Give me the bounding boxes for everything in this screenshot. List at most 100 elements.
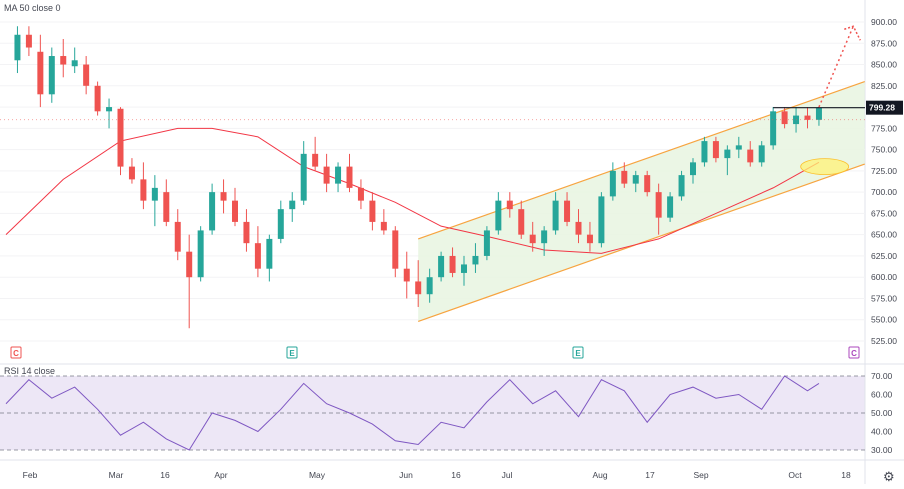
candle-body [449,255,456,273]
candle-body [14,34,21,61]
candle[interactable] [117,107,124,176]
candle[interactable] [701,136,708,167]
candle[interactable] [403,251,410,299]
candle[interactable] [438,251,445,282]
main-indicator-label[interactable]: MA 50 close 0 [4,3,61,13]
candle-body [598,196,605,244]
candle[interactable] [564,192,571,227]
candle[interactable] [586,221,593,252]
candle[interactable] [690,158,696,184]
rsi-indicator-label[interactable]: RSI 14 close [4,366,55,376]
candle[interactable] [83,56,90,95]
candle[interactable] [254,226,261,278]
candle[interactable] [289,192,296,222]
candle[interactable] [667,192,674,222]
earnings-marker[interactable]: E [572,346,584,359]
candle[interactable] [380,209,387,235]
candle[interactable] [266,234,273,282]
candle-body [438,255,445,278]
candle[interactable] [575,209,582,244]
candle[interactable] [209,183,216,235]
rsi-line[interactable] [5,375,820,451]
event-marker-label: C [851,349,857,358]
candle[interactable] [106,98,113,129]
highlight-ellipse[interactable] [800,158,850,176]
channel-fill [418,81,865,322]
candle[interactable] [815,107,822,126]
candle[interactable] [712,136,719,163]
candle[interactable] [621,162,628,188]
candle[interactable] [392,226,399,278]
ma-50-line[interactable] [5,127,820,254]
candle[interactable] [609,162,616,201]
candle[interactable] [506,192,513,218]
settings-button[interactable]: ⚙ [883,469,895,484]
candle[interactable] [632,170,639,193]
candle[interactable] [25,26,32,57]
candle[interactable] [300,141,307,205]
price-tick-label: 700.00 [871,187,897,197]
candle[interactable] [335,162,342,193]
candle[interactable] [232,187,238,227]
candle[interactable] [461,255,467,286]
rsi-tick-label: 30.00 [871,445,893,455]
candle[interactable] [678,170,685,201]
candle[interactable] [518,200,525,239]
candle[interactable] [94,81,101,116]
candle[interactable] [758,141,765,167]
candle[interactable] [140,162,147,210]
corporate-event-marker[interactable]: C [848,346,860,359]
candle[interactable] [541,226,548,256]
candle[interactable] [735,136,742,159]
price-tick-label: 675.00 [871,208,897,218]
candle[interactable] [426,268,433,303]
candle[interactable] [48,47,55,103]
candle-body [644,175,651,193]
time-tick-label: 18 [841,470,851,480]
candle[interactable] [277,200,284,244]
candle[interactable] [369,192,376,231]
candle[interactable] [37,34,44,108]
candle[interactable] [323,153,330,193]
candle[interactable] [243,209,250,252]
candle[interactable] [163,179,170,227]
candle[interactable] [804,107,811,129]
candle[interactable] [483,226,490,261]
candle-body [357,187,364,201]
price-tick-label: 850.00 [871,60,897,70]
candle[interactable] [186,234,193,329]
candle[interactable] [449,247,456,278]
candle[interactable] [174,209,181,261]
candle[interactable] [770,107,777,150]
candle[interactable] [357,179,364,210]
candle-body [106,107,113,112]
corporate-event-marker[interactable]: C [10,346,22,359]
candle-body [575,221,582,235]
candle[interactable] [346,153,353,193]
candle[interactable] [472,243,479,273]
candle[interactable] [644,170,651,197]
candle[interactable] [220,179,227,214]
time-tick-label: Sep [693,470,708,480]
gear-icon[interactable]: ⚙ [883,469,895,484]
candle[interactable] [197,226,204,282]
rsi-tick-label: 60.00 [871,390,893,400]
candle[interactable] [60,39,67,78]
candle[interactable] [14,26,21,74]
candle[interactable] [71,47,78,74]
candle[interactable] [552,192,559,235]
candle[interactable] [655,183,662,235]
candle[interactable] [747,141,754,167]
candle[interactable] [128,158,135,184]
candle[interactable] [495,192,502,235]
price-tag[interactable]: 799.28 [866,100,903,115]
candle[interactable] [151,175,158,227]
earnings-marker[interactable]: E [286,346,298,359]
candle[interactable] [415,260,422,307]
candle[interactable] [312,136,319,171]
candle[interactable] [724,145,731,176]
candle[interactable] [598,192,605,248]
candle[interactable] [529,221,536,252]
candle[interactable] [781,107,788,129]
